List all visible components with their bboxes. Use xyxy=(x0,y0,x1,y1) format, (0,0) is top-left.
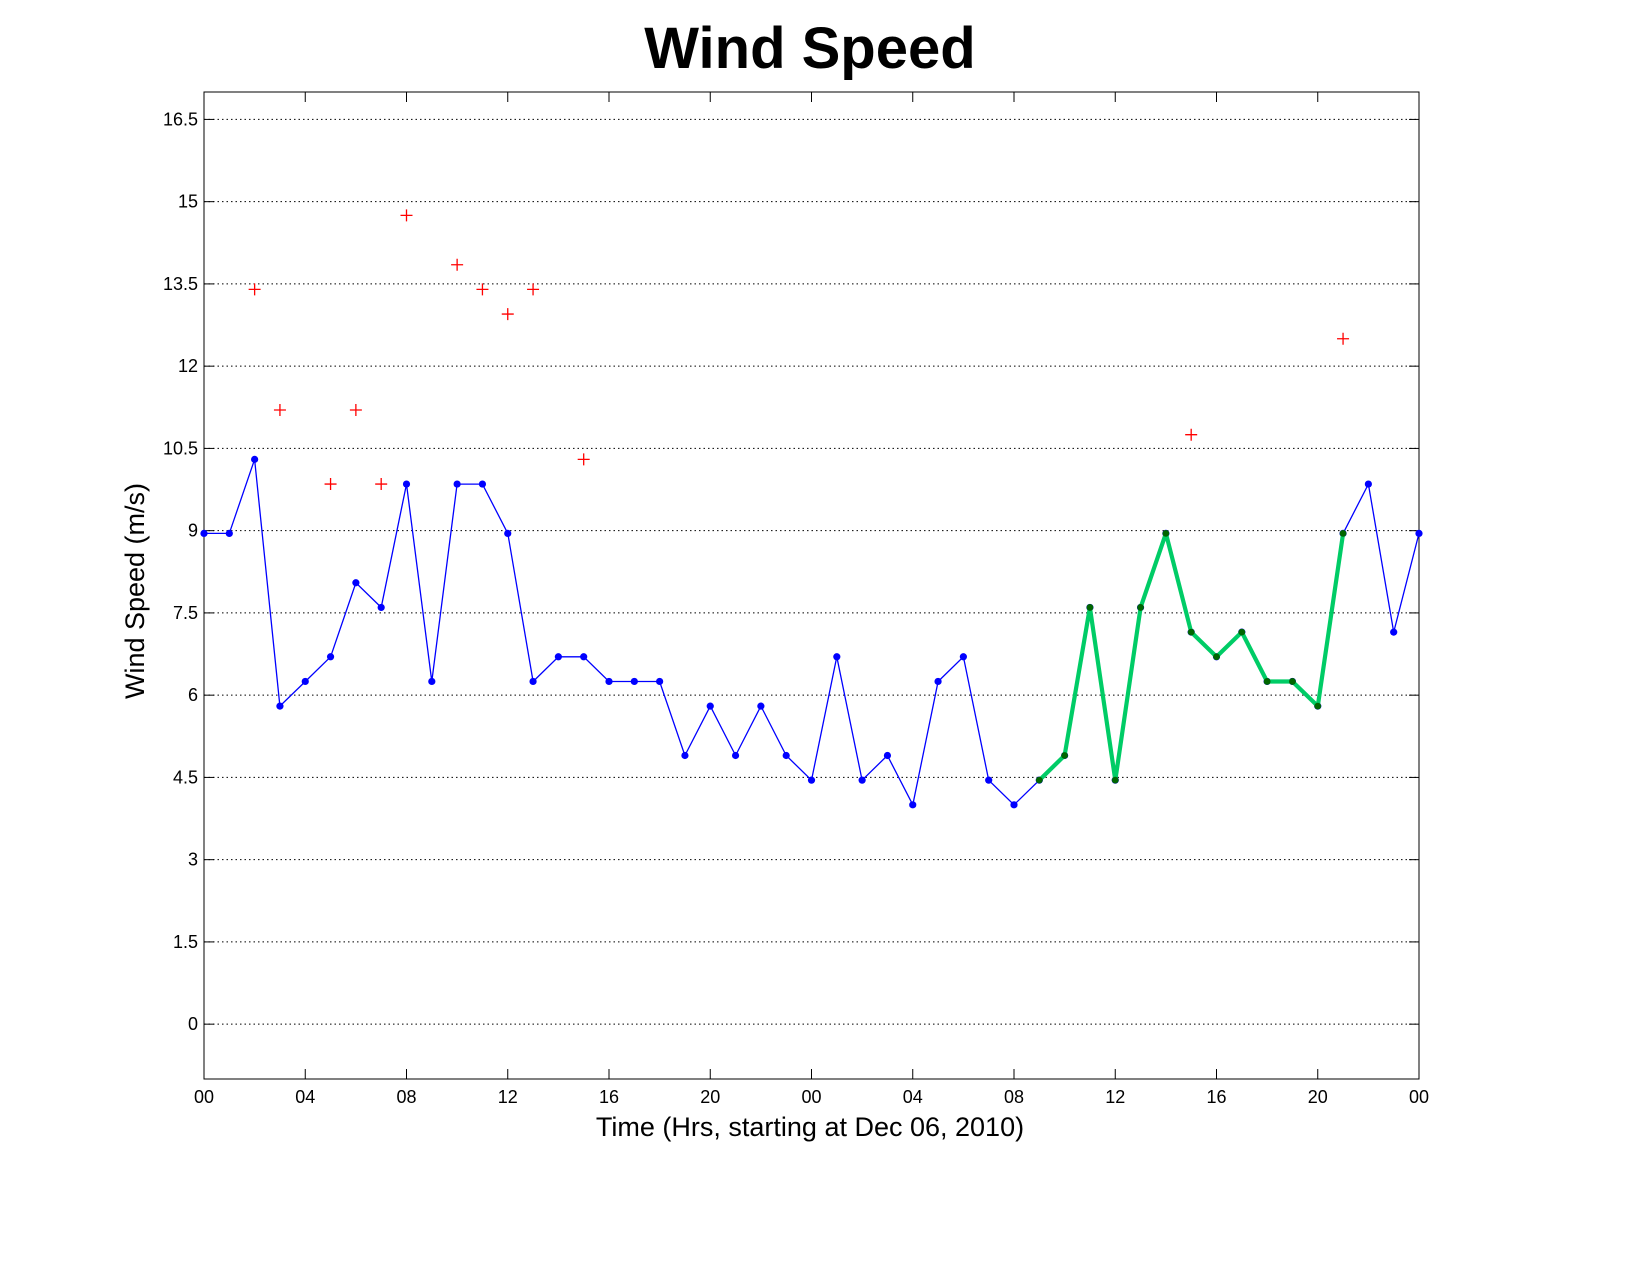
data-point xyxy=(1289,678,1296,685)
plus-marker xyxy=(1185,428,1198,441)
data-point xyxy=(554,653,562,661)
y-tick-label: 9 xyxy=(188,521,198,541)
data-point xyxy=(402,480,411,488)
data-point xyxy=(1339,530,1347,537)
data-point xyxy=(377,603,385,612)
data-point xyxy=(833,653,841,661)
x-tick-label: 04 xyxy=(295,1087,315,1107)
x-tick-label: 08 xyxy=(1004,1087,1024,1107)
data-point xyxy=(1213,653,1220,661)
plus-marker xyxy=(273,404,286,417)
data-point xyxy=(301,677,309,686)
series-layer xyxy=(200,209,1423,809)
x-tick-label: 16 xyxy=(1206,1087,1226,1107)
data-point xyxy=(1010,801,1018,809)
data-point xyxy=(1162,530,1170,537)
plus-marker xyxy=(1337,332,1350,345)
x-axis-label: Time (Hrs, starting at Dec 06, 2010) xyxy=(596,1112,1024,1142)
data-point xyxy=(1263,678,1271,685)
data-point xyxy=(807,776,816,784)
data-point xyxy=(1111,776,1119,784)
x-tick-label: 12 xyxy=(1105,1087,1125,1107)
y-tick-label: 0 xyxy=(188,1014,198,1034)
plus-marker xyxy=(400,209,413,222)
plus-marker xyxy=(324,478,337,491)
data-point xyxy=(352,579,360,587)
data-point xyxy=(529,677,537,686)
data-point xyxy=(200,529,208,538)
data-point xyxy=(453,480,461,488)
plus-marker xyxy=(375,478,388,491)
data-point xyxy=(1061,752,1069,759)
data-point xyxy=(1086,604,1094,611)
data-point xyxy=(656,677,664,686)
plus-marker xyxy=(501,308,514,321)
x-tick-label: 00 xyxy=(194,1087,214,1107)
y-axis-label: Wind Speed (m/s) xyxy=(120,483,150,699)
data-point xyxy=(326,653,335,661)
y-tick-label: 7.5 xyxy=(173,603,198,623)
x-tick-label: 08 xyxy=(396,1087,416,1107)
x-tick-label: 20 xyxy=(700,1087,720,1107)
data-point xyxy=(605,677,613,686)
plus-marker xyxy=(349,404,362,417)
data-point xyxy=(731,751,740,760)
plus-marker xyxy=(248,283,261,296)
y-tick-label: 3 xyxy=(188,850,198,870)
data-point xyxy=(757,702,765,710)
plus-marker xyxy=(451,258,464,271)
data-point xyxy=(251,455,259,463)
data-point xyxy=(934,677,942,686)
x-tick-label: 12 xyxy=(498,1087,518,1107)
y-tick-label: 16.5 xyxy=(163,109,198,129)
x-tick-label: 04 xyxy=(903,1087,923,1107)
data-point xyxy=(1187,628,1195,636)
x-tick-label: 00 xyxy=(801,1087,821,1107)
data-point xyxy=(580,653,588,661)
plus-marker xyxy=(527,283,540,296)
chart-title: Wind Speed xyxy=(644,16,975,81)
data-point xyxy=(1314,702,1322,710)
data-point xyxy=(909,801,917,809)
data-point xyxy=(782,751,790,760)
data-point xyxy=(478,480,487,488)
y-tick-label: 15 xyxy=(178,192,198,212)
tick-layer: 0 1.5 3 4.5 6 7.5 9 10.5 12 13.5 15 16.5 00 04 08 12 16 2… xyxy=(163,92,1429,1107)
x-tick-label: 20 xyxy=(1308,1087,1328,1107)
y-tick-label: 12 xyxy=(178,356,198,376)
data-point xyxy=(276,702,284,710)
x-tick-label: 00 xyxy=(1409,1087,1429,1107)
data-point xyxy=(1364,480,1372,488)
data-point xyxy=(1137,604,1144,611)
y-tick-label: 13.5 xyxy=(163,274,198,294)
series-plus-markers xyxy=(248,209,1350,491)
data-point xyxy=(985,776,993,784)
y-tick-label: 6 xyxy=(188,685,198,705)
data-point xyxy=(504,529,512,538)
data-point xyxy=(681,751,689,760)
data-point xyxy=(1238,628,1246,636)
y-tick-label: 10.5 xyxy=(163,438,198,458)
y-tick-label: 4.5 xyxy=(173,767,198,787)
data-point xyxy=(959,653,967,661)
grid-layer xyxy=(204,118,1419,1025)
data-point xyxy=(630,677,638,686)
data-point xyxy=(1415,529,1423,538)
series-thick-line xyxy=(1035,530,1347,784)
data-point xyxy=(883,751,892,760)
data-point xyxy=(1390,628,1398,636)
data-point xyxy=(428,677,436,686)
data-point xyxy=(706,702,714,710)
y-tick-label: 1.5 xyxy=(173,932,198,952)
plus-marker xyxy=(577,453,590,466)
data-point xyxy=(1035,776,1043,784)
plus-marker xyxy=(476,283,489,296)
x-tick-label: 16 xyxy=(599,1087,619,1107)
data-point xyxy=(225,529,233,538)
data-point xyxy=(858,776,866,784)
